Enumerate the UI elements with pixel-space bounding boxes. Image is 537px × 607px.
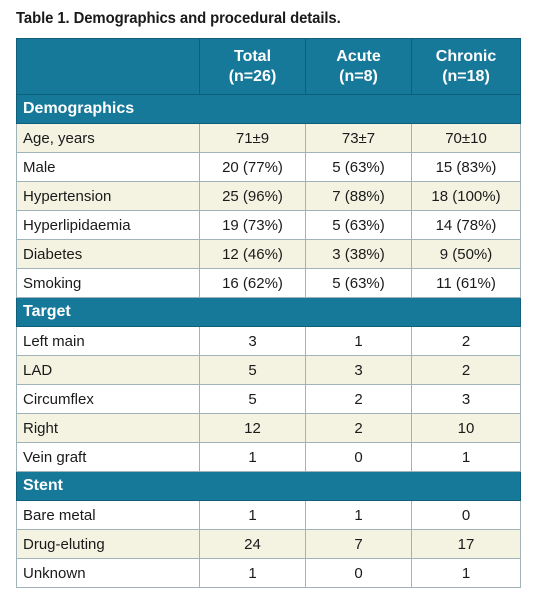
table-row: Hypertension 25 (96%) 7 (88%) 18 (100%) [16, 181, 521, 211]
cell-chronic: 1 [411, 558, 521, 588]
header-acute: Acute (n=8) [305, 38, 412, 95]
row-label: Left main [16, 326, 200, 356]
header-acute-name: Acute [336, 47, 381, 65]
header-acute-n: (n=8) [339, 67, 378, 85]
cell-total: 12 (46%) [199, 239, 306, 269]
cell-acute: 0 [305, 442, 412, 472]
table-row: Male 20 (77%) 5 (63%) 15 (83%) [16, 152, 521, 182]
row-label: Hypertension [16, 181, 200, 211]
header-total-n: (n=26) [228, 67, 277, 85]
cell-acute: 1 [305, 500, 412, 530]
cell-total: 71±9 [199, 123, 306, 153]
cell-acute: 3 (38%) [305, 239, 412, 269]
cell-chronic: 11 (61%) [411, 268, 521, 298]
cell-chronic: 18 (100%) [411, 181, 521, 211]
row-label: Diabetes [16, 239, 200, 269]
cell-acute: 5 (63%) [305, 210, 412, 240]
cell-chronic: 14 (78%) [411, 210, 521, 240]
row-label: Vein graft [16, 442, 200, 472]
cell-total: 3 [199, 326, 306, 356]
cell-total: 16 (62%) [199, 268, 306, 298]
table-row: Bare metal 1 1 0 [16, 500, 521, 530]
cell-chronic: 9 (50%) [411, 239, 521, 269]
table-row: Diabetes 12 (46%) 3 (38%) 9 (50%) [16, 239, 521, 269]
cell-total: 19 (73%) [199, 210, 306, 240]
header-chronic-n: (n=18) [442, 67, 490, 85]
row-label: Unknown [16, 558, 200, 588]
cell-acute: 2 [305, 413, 412, 443]
section-title: Stent [16, 471, 521, 501]
section-header-demographics: Demographics [16, 94, 521, 124]
cell-total: 1 [199, 500, 306, 530]
cell-chronic: 1 [411, 442, 521, 472]
row-label: Hyperlipidaemia [16, 210, 200, 240]
cell-chronic: 2 [411, 326, 521, 356]
row-label: Drug-eluting [16, 529, 200, 559]
table-caption: Table 1. Demographics and procedural det… [16, 10, 341, 27]
cell-total: 5 [199, 384, 306, 414]
section-title: Demographics [16, 94, 521, 124]
cell-total: 24 [199, 529, 306, 559]
cell-chronic: 17 [411, 529, 521, 559]
table-row: Right 12 2 10 [16, 413, 521, 443]
cell-chronic: 3 [411, 384, 521, 414]
row-label: Circumflex [16, 384, 200, 414]
cell-acute: 1 [305, 326, 412, 356]
row-label: Smoking [16, 268, 200, 298]
table-row: LAD 5 3 2 [16, 355, 521, 385]
cell-acute: 0 [305, 558, 412, 588]
cell-acute: 73±7 [305, 123, 412, 153]
cell-chronic: 10 [411, 413, 521, 443]
header-total-name: Total [233, 47, 272, 65]
table-row: Vein graft 1 0 1 [16, 442, 521, 472]
row-label: Bare metal [16, 500, 200, 530]
row-label: Right [16, 413, 200, 443]
cell-acute: 5 (63%) [305, 152, 412, 182]
section-title: Target [16, 297, 521, 327]
cell-acute: 7 [305, 529, 412, 559]
cell-total: 1 [199, 442, 306, 472]
cell-total: 5 [199, 355, 306, 385]
table-row: Age, years 71±9 73±7 70±10 [16, 123, 521, 153]
row-label: Age, years [16, 123, 200, 153]
cell-acute: 3 [305, 355, 412, 385]
table-row: Smoking 16 (62%) 5 (63%) 11 (61%) [16, 268, 521, 298]
cell-acute: 2 [305, 384, 412, 414]
table-row: Unknown 1 0 1 [16, 558, 521, 588]
row-label: Male [16, 152, 200, 182]
header-empty-cell [16, 38, 200, 95]
section-header-stent: Stent [16, 471, 521, 501]
cell-chronic: 70±10 [411, 123, 521, 153]
cell-chronic: 15 (83%) [411, 152, 521, 182]
header-chronic-name: Chronic [435, 47, 497, 65]
cell-acute: 7 (88%) [305, 181, 412, 211]
cell-acute: 5 (63%) [305, 268, 412, 298]
table-header-row: Total (n=26) Acute (n=8) Chronic (n=18) [16, 38, 521, 95]
table-row: Drug-eluting 24 7 17 [16, 529, 521, 559]
table-row: Left main 3 1 2 [16, 326, 521, 356]
cell-total: 12 [199, 413, 306, 443]
section-header-target: Target [16, 297, 521, 327]
cell-total: 25 (96%) [199, 181, 306, 211]
table-body: Demographics Age, years 71±9 73±7 70±10 … [16, 94, 521, 588]
cell-chronic: 2 [411, 355, 521, 385]
cell-total: 20 (77%) [199, 152, 306, 182]
cell-total: 1 [199, 558, 306, 588]
header-total: Total (n=26) [199, 38, 306, 95]
demographics-table: Total (n=26) Acute (n=8) Chronic (n=18) … [16, 38, 521, 588]
header-chronic: Chronic (n=18) [411, 38, 521, 95]
table-row: Hyperlipidaemia 19 (73%) 5 (63%) 14 (78%… [16, 210, 521, 240]
table-row: Circumflex 5 2 3 [16, 384, 521, 414]
cell-chronic: 0 [411, 500, 521, 530]
row-label: LAD [16, 355, 200, 385]
